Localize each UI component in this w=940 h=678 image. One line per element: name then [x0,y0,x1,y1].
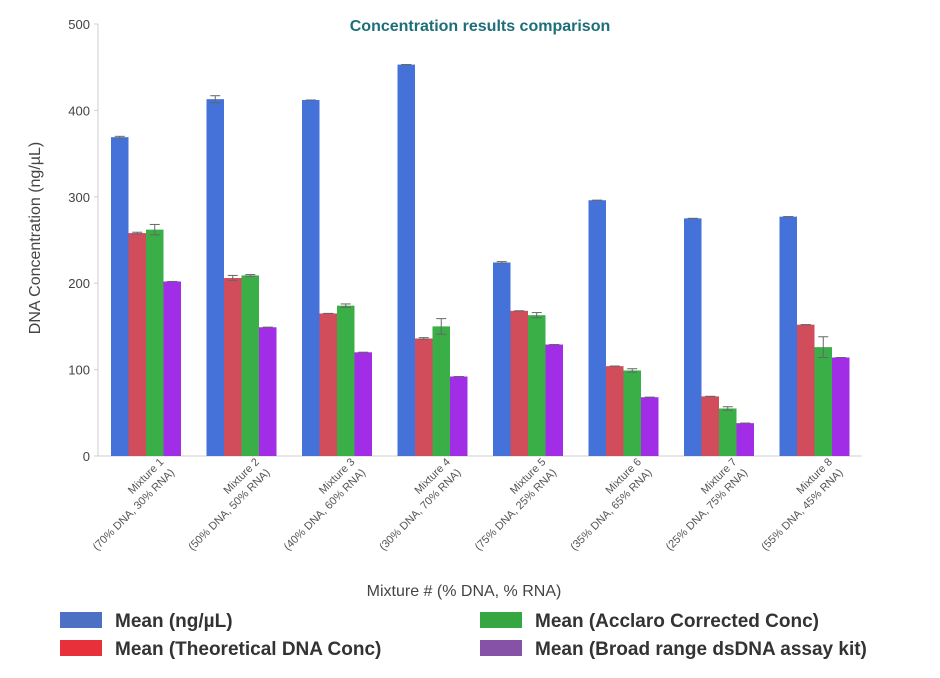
bar [528,315,546,456]
bars [111,64,850,457]
legend-label: Mean (Acclaro Corrected Conc) [535,611,819,632]
bar [354,352,372,456]
bar [606,366,624,456]
bar [493,262,511,456]
bar [736,423,754,456]
x-tick-label: Mixture 6(35% DNA, 65% RNA) [568,456,654,553]
bar [128,233,146,456]
x-tick-label: Mixture 4(30% DNA, 70% RNA) [377,456,463,553]
bar [779,216,797,456]
legend-swatch [480,640,522,656]
x-tick-label: Mixture 2(50% DNA, 50% RNA) [186,456,272,553]
bar [450,376,468,456]
legend-swatch [60,640,102,656]
x-axis-label: Mixture # (% DNA, % RNA) [367,583,562,600]
legend-label: Mean (Broad range dsDNA assay kit) [535,639,867,660]
x-tick-label: Mixture 1(70% DNA, 30% RNA) [91,456,177,553]
bar [510,310,528,456]
chart-title: Concentration results comparison [350,18,611,35]
bar [206,99,224,456]
y-tick-label: 300 [68,190,90,205]
legend-swatch [480,612,522,628]
bar [684,218,702,456]
bar [832,357,850,456]
bar [146,229,164,456]
y-axis-label: DNA Concentration (ng/µL) [27,142,44,334]
bar [623,370,641,456]
legend-label: Mean (Theoretical DNA Conc) [115,639,381,660]
bar [719,408,737,456]
x-tick-label: Mixture 3(40% DNA, 60% RNA) [282,456,368,553]
bar [224,278,242,456]
bar [163,281,181,456]
y-tick-label: 200 [68,276,90,291]
bar [337,305,355,456]
y-tick-label: 500 [68,17,90,32]
bar [397,64,415,456]
bar [259,327,277,456]
bar [241,275,259,456]
bar [641,397,659,456]
x-tick-labels: Mixture 1(70% DNA, 30% RNA) Mixture 2(50%… [91,456,846,553]
legend: Mean (ng/µL) Mean (Acclaro Corrected Conc… [60,611,867,660]
y-tick-label: 0 [83,449,90,464]
bar [111,137,129,456]
y-tick-label: 400 [68,103,90,118]
bar [319,313,337,456]
bar [545,344,563,456]
y-tick-label: 100 [68,363,90,378]
bar [588,200,606,456]
x-tick-label: Mixture 7(25% DNA, 75% RNA) [664,456,750,553]
bar [432,326,450,456]
x-tick-label: Mixture 5(75% DNA, 25% RNA) [473,456,559,553]
bar [701,396,719,456]
bar [302,100,320,457]
legend-label: Mean (ng/µL) [115,611,233,632]
legend-swatch [60,612,102,628]
x-tick-label: Mixture 8(55% DNA, 45% RNA) [759,456,845,553]
bar [415,338,433,456]
bar [814,347,832,456]
bar [797,324,815,456]
